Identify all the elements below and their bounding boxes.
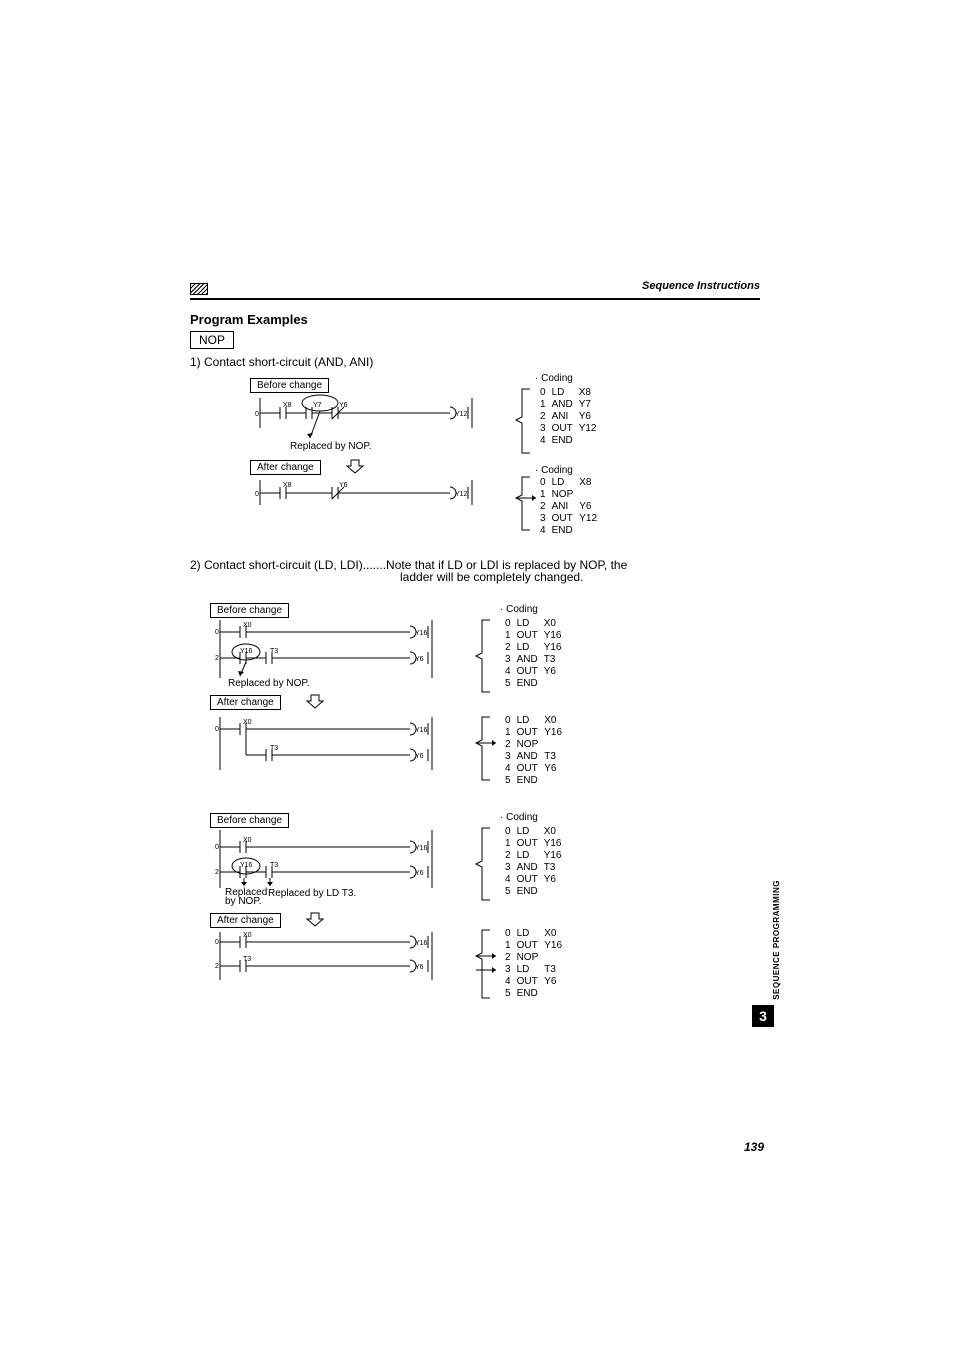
svg-text:X0: X0 [243,837,252,844]
svg-text:0: 0 [215,844,219,851]
svg-text:X8: X8 [283,402,292,409]
replaced-note-2: Replaced by NOP. [228,678,310,689]
svg-text:X0: X0 [243,719,252,726]
ladder-after-1: 0 X8 Y6 Y12 [250,475,510,515]
svg-text:2: 2 [215,963,219,970]
brace-icon [470,826,500,904]
header-title: Sequence Instructions [642,280,760,292]
coding-table-1: 0LDX8 1ANDY7 2ANIY6 3OUTY12 4END [540,387,602,447]
after-label: After change [250,460,321,475]
svg-text:Y7: Y7 [313,402,322,409]
after-label: After change [210,695,281,710]
coding-label-5: · Coding [500,812,538,823]
hatch-icon [190,283,208,295]
ladder-after-3: 0 X0 Y16 2 T3 Y6 [210,930,470,985]
svg-text:0: 0 [215,939,219,946]
svg-text:Y6: Y6 [415,964,424,971]
coding-table-5: 0LDX01OUTY16 2LDY163ANDT3 4OUTY65END [505,826,567,898]
svg-text:Y16: Y16 [415,940,428,947]
svg-text:2: 2 [215,655,219,662]
svg-text:Y6: Y6 [415,753,424,760]
svg-text:T3: T3 [270,745,278,752]
coding-table-4: 0LDX01OUTY16 2NOP3ANDT3 4OUTY65END [505,715,568,787]
side-section-label: SEQUENCE PROGRAMMING [772,880,781,1000]
coding-label-2: · Coding [535,465,573,476]
nop-label: NOP [190,331,234,349]
svg-text:Y6: Y6 [415,656,424,663]
svg-text:X0: X0 [243,932,252,939]
subtitle-2b: ladder will be completely changed. [400,570,760,584]
down-arrow-icon [345,458,365,474]
chapter-tab: 3 [752,1005,774,1027]
brace-icon [510,387,540,457]
down-arrow-icon [305,693,325,709]
svg-text:0: 0 [215,726,219,733]
before-label: Before change [210,603,289,618]
brace-icon [470,618,500,696]
ladder-before-2: 0 X0 Y16 2 Y16 T3 Y6 [210,618,470,683]
coding-table-2: 0LDX8 1NOP 2ANIY6 3OUTY12 4END [540,477,603,537]
svg-text:T3: T3 [270,648,278,655]
svg-text:Y12: Y12 [455,491,468,498]
section-title: Program Examples [190,312,760,327]
svg-text:T3: T3 [270,862,278,869]
svg-text:X8: X8 [283,482,292,489]
coding-table-6: 0LDX01OUTY16 2NOP3LDT3 4OUTY65END [505,928,568,1000]
replaced-note-1: Replaced by NOP. [290,441,372,452]
svg-text:Y6: Y6 [415,870,424,877]
ladder-after-2: 0 X0 Y16 T3 Y6 [210,715,470,775]
svg-text:Y16: Y16 [415,727,428,734]
after-label: After change [210,913,281,928]
svg-text:T3: T3 [243,956,251,963]
brace-icon [470,715,500,793]
header-bar: Sequence Instructions [190,280,760,300]
before-label: Before change [210,813,289,828]
svg-text:0: 0 [255,411,259,418]
svg-text:X0: X0 [243,622,252,629]
svg-text:Y16: Y16 [415,630,428,637]
svg-text:0: 0 [215,629,219,636]
brace-icon [510,475,540,545]
ladder-before-1: 0 X8 Y7 Y6 Y12 [250,393,510,448]
page-number: 139 [744,1140,764,1154]
svg-text:Y16: Y16 [415,845,428,852]
brace-icon [470,928,500,1008]
replaced-note-3b: Replaced by LD T3. [268,888,356,899]
coding-table-3: 0LDX01OUTY16 2LDY163ANDT3 4OUTY65END [505,618,567,690]
coding-label-3: · Coding [500,604,538,615]
svg-text:0: 0 [255,491,259,498]
replaced-note-3a: Replacedby NOP. [225,888,267,906]
subtitle-1: 1) Contact short-circuit (AND, ANI) [190,355,760,369]
before-label: Before change [250,378,329,393]
svg-text:Y12: Y12 [455,411,468,418]
svg-text:2: 2 [215,869,219,876]
coding-label-1: · Coding [535,373,573,384]
down-arrow-icon [305,911,325,927]
